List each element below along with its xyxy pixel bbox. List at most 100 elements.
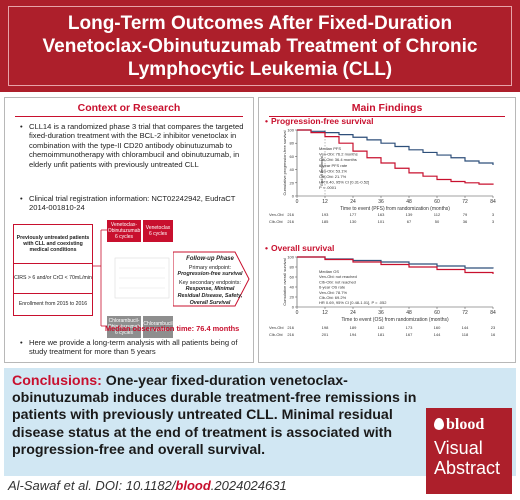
citation: Al-Sawaf et al. DOI: 10.1182/blood.20240…	[8, 478, 287, 493]
flow-clb-obi-label: Chlorambucil-Obinutuzumab	[107, 318, 141, 330]
os-x-tick-label: 72	[462, 310, 468, 316]
os-x-tick-label: 0	[296, 310, 299, 316]
visual-abstract-line1: Visual	[434, 438, 483, 458]
os-x-tick-label: 12	[322, 310, 328, 316]
os-at-risk-label: Ven-Obi	[269, 325, 284, 330]
os-at-risk-value: 194	[350, 332, 357, 337]
os-y-tick-label: 80	[290, 265, 295, 270]
pfs-x-tick-label: 24	[350, 199, 356, 205]
flow-clb-obi-arm: Chlorambucil-Obinutuzumab 6 cycles	[107, 316, 141, 338]
pfs-at-risk-value: 3	[492, 212, 495, 217]
pfs-at-risk-value: 139	[406, 212, 413, 217]
pfs-y-tick-label: 100	[287, 128, 294, 133]
os-at-risk-value: 182	[378, 325, 385, 330]
conclusions-text: Conclusions: One-year fixed-duration ven…	[12, 373, 427, 459]
pfs-at-risk-n: 216	[287, 219, 294, 224]
flow-secondary-label: Key secondary endpoints:	[178, 279, 242, 286]
conclusions-body: One-year fixed-duration venetoclax-obinu…	[12, 373, 417, 458]
pfs-title: Progression-free survival	[265, 116, 374, 126]
pfs-legend-line: Clb-Obi: 36.4 months	[319, 157, 357, 162]
header-frame: Long-Term Outcomes After Fixed-Duration …	[8, 6, 512, 86]
pfs-at-risk-value: 185	[322, 219, 329, 224]
visual-abstract-badge: blood Visual Abstract	[426, 408, 512, 494]
pfs-y-axis-label: Cumulative progression-free survival	[282, 130, 287, 195]
findings-panel: Main Findings Progression-free survival …	[258, 97, 516, 363]
pfs-at-risk-value: 112	[434, 212, 441, 217]
visual-abstract-line2: Abstract	[434, 458, 501, 478]
flow-arrow	[173, 251, 250, 307]
os-x-tick-label: 48	[406, 310, 412, 316]
pfs-y-tick-label: 40	[290, 167, 295, 172]
pfs-at-risk-label: Clb-Obi	[269, 219, 283, 224]
header-banner: Long-Term Outcomes After Fixed-Duration …	[0, 0, 520, 92]
pfs-legend-line: 6-year PFS rate	[319, 163, 348, 168]
os-y-axis-label: Cumulative overall survival	[282, 258, 287, 306]
os-x-tick-label: 36	[378, 310, 384, 316]
os-x-tick-label: 24	[350, 310, 356, 316]
context-rule	[15, 116, 243, 117]
conclusions-label: Conclusions:	[12, 373, 102, 389]
blood-drop-icon	[434, 418, 444, 430]
pfs-at-risk-value: 163	[378, 212, 385, 217]
flow-ven-label: Venetoclax	[145, 225, 171, 231]
os-legend-line: Clb-Obi: not reached	[319, 279, 356, 284]
os-series-ven-obi	[297, 256, 494, 269]
os-at-risk-value: 201	[322, 332, 329, 337]
pfs-at-risk-value: 193	[322, 212, 329, 217]
os-legend-line: HR 0.69, 95% CI [0.48-1.01], P = .052	[319, 300, 387, 305]
pfs-x-tick-label: 12	[322, 199, 328, 205]
findings-heading: Main Findings	[351, 102, 423, 114]
citation-authors: Al-Sawaf et al. DOI: 10.1182/	[8, 478, 176, 493]
pfs-series-clb-obi	[297, 129, 494, 185]
pfs-at-risk-value: 177	[350, 212, 357, 217]
os-at-risk-value: 160	[434, 325, 441, 330]
pfs-at-risk-value: 50	[435, 219, 440, 224]
os-legend-line: Median OS	[319, 269, 339, 274]
flow-followup-title: Follow-up Phase	[186, 256, 234, 262]
flow-ven-cycles: 6 cycles	[148, 231, 168, 237]
flow-enrollment-box: Enrollment from 2015 to 2016	[13, 294, 93, 316]
os-at-risk-value: 23	[491, 325, 496, 330]
findings-rule	[269, 116, 505, 117]
os-at-risk-n: 216	[287, 325, 294, 330]
flow-primary-value: Progression-free survival	[177, 271, 243, 278]
citation-journal: blood	[175, 478, 211, 493]
os-at-risk-value: 181	[378, 332, 385, 337]
context-bullet-2: Clinical trial registration information:…	[20, 194, 247, 213]
os-series-clb-obi	[297, 256, 494, 274]
pfs-at-risk-value: 130	[350, 219, 357, 224]
pfs-at-risk-value: 3	[492, 219, 495, 224]
median-observation: Median observation time: 76.4 months	[105, 324, 240, 333]
pfs-chart: 0 20 40 60 80 100 0 12 24 36 48 60 72 84 Cumulative pr…	[269, 128, 496, 225]
os-at-risk-value: 16	[491, 332, 496, 337]
flow-clb-cycles: 6 cycles	[148, 327, 168, 333]
context-panel: Context or Research CLL14 is a randomize…	[4, 97, 254, 363]
pfs-x-tick-label: 84	[490, 199, 496, 205]
flow-cirs-box: CIRS > 6 and/or CrCl < 70mL/min	[13, 264, 93, 294]
os-at-risk-label: Clb-Obi	[269, 332, 283, 337]
os-title: Overall survival	[265, 243, 334, 253]
pfs-legend-line: Clb-Obi: 21.7%	[319, 174, 347, 179]
os-legend-line: Ven-Obi: not reached	[319, 274, 357, 279]
pfs-x-axis-label: Time to event (PFS) from randomization (…	[340, 206, 450, 212]
flow-ven-obi-arm: Venetoclax-Obinutuzumab 6 cycles	[107, 220, 141, 242]
pfs-y-tick-label: 60	[290, 154, 295, 159]
flow-population: Previously untreated patients with CLL a…	[16, 234, 90, 254]
pfs-legend-line: HR 0.40, 95% CI [0.31-0.52]	[319, 180, 369, 185]
flow-branch-connector	[93, 229, 107, 327]
pfs-legend-line: Median PFS	[319, 146, 341, 151]
os-legend-line: 6-year OS rate	[319, 285, 346, 290]
pfs-y-tick-label: 0	[292, 194, 295, 199]
flow-timeline-graphic	[114, 257, 170, 299]
flow-clb-arm: Chlorambucil 6 cycles	[143, 316, 173, 338]
os-at-risk-n: 216	[287, 332, 294, 337]
visual-abstract-label: Visual Abstract	[434, 438, 500, 478]
flow-secondary-value: Response, Minimal Residual Disease, Safe…	[177, 286, 243, 306]
pfs-legend-line: P < .0001	[319, 185, 337, 190]
os-at-risk-value: 173	[406, 325, 413, 330]
os-at-risk-value: 144	[434, 332, 441, 337]
os-y-tick-label: 100	[287, 255, 294, 260]
os-y-tick-label: 60	[290, 275, 295, 280]
os-x-axis-label: Time to event (OS) from randomization (m…	[341, 317, 449, 323]
flow-ven-obi-label: Venetoclax-Obinutuzumab	[107, 222, 141, 234]
